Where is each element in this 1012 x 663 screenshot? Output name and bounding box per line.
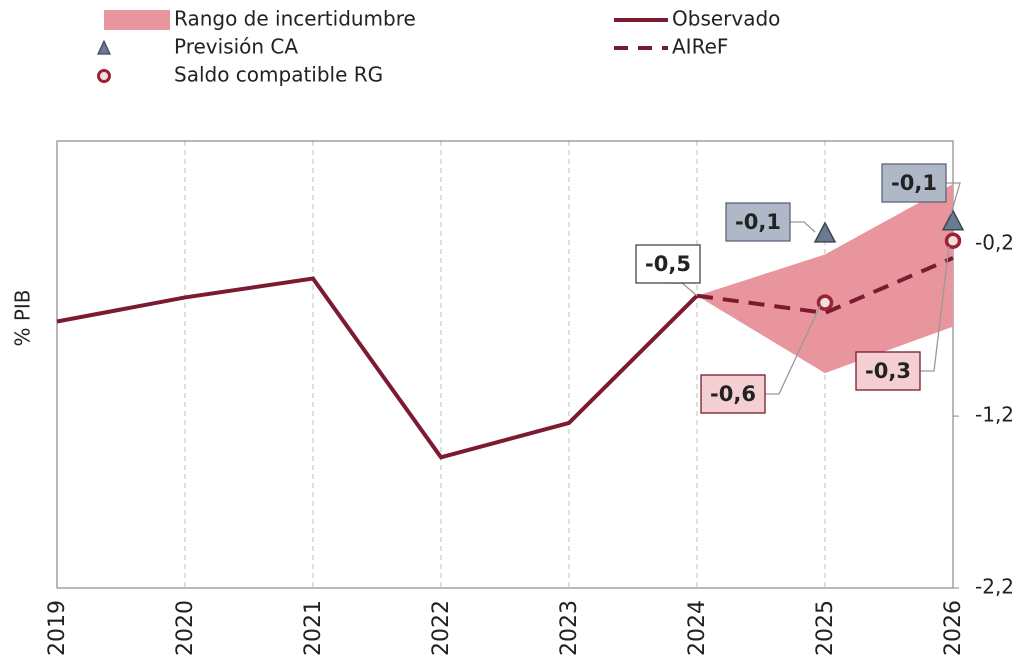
legend-swatch xyxy=(104,10,170,30)
label-leader xyxy=(765,305,821,395)
label-leader xyxy=(668,282,698,297)
data-label: -0,3 xyxy=(865,359,911,383)
legend-label: AIReF xyxy=(672,35,728,59)
x-tick-label: 2026 xyxy=(941,600,966,656)
label-box xyxy=(855,351,921,391)
label-box xyxy=(635,244,701,284)
label-box xyxy=(700,374,766,414)
plot-frame xyxy=(56,140,954,589)
x-tick-label: 2023 xyxy=(557,600,582,656)
circle-marker xyxy=(816,294,834,311)
label-leader xyxy=(946,182,961,215)
legend-label: Previsión CA xyxy=(174,35,298,59)
legend-label: Rango de incertidumbre xyxy=(174,7,416,31)
y-tick-label: -1,2 xyxy=(975,403,1012,427)
legend-swatch xyxy=(97,39,111,55)
x-tick-label: 2025 xyxy=(813,600,838,656)
label-leader xyxy=(790,221,816,233)
legend-label: Saldo compatible RG xyxy=(174,63,383,87)
x-tick-label: 2021 xyxy=(301,600,326,656)
triangle-marker xyxy=(813,221,837,243)
data-label: -0,1 xyxy=(735,210,781,234)
y-tick-label: -2,2 xyxy=(975,575,1012,599)
data-label: -0,1 xyxy=(891,171,937,195)
y-tick-label: -0,2 xyxy=(975,231,1012,255)
x-tick-label: 2020 xyxy=(173,600,198,656)
uncertainty-band xyxy=(697,183,953,374)
line-series xyxy=(696,256,954,315)
legend-swatch xyxy=(97,69,111,83)
x-tick-label: 2019 xyxy=(45,600,70,656)
circle-marker xyxy=(944,232,962,249)
x-tick-label: 2022 xyxy=(429,600,454,656)
y-axis-label: % PIB xyxy=(11,289,35,346)
data-label: -0,5 xyxy=(645,252,691,276)
label-box xyxy=(725,202,791,242)
line-series xyxy=(56,276,699,460)
triangle-marker xyxy=(941,209,965,231)
label-leader xyxy=(920,245,950,372)
legend-label: Observado xyxy=(672,7,780,31)
data-label: -0,6 xyxy=(710,382,756,406)
label-box xyxy=(881,163,947,203)
x-tick-label: 2024 xyxy=(685,600,710,656)
legend: Rango de incertidumbre Observado AIReF Prev… xyxy=(97,7,780,87)
